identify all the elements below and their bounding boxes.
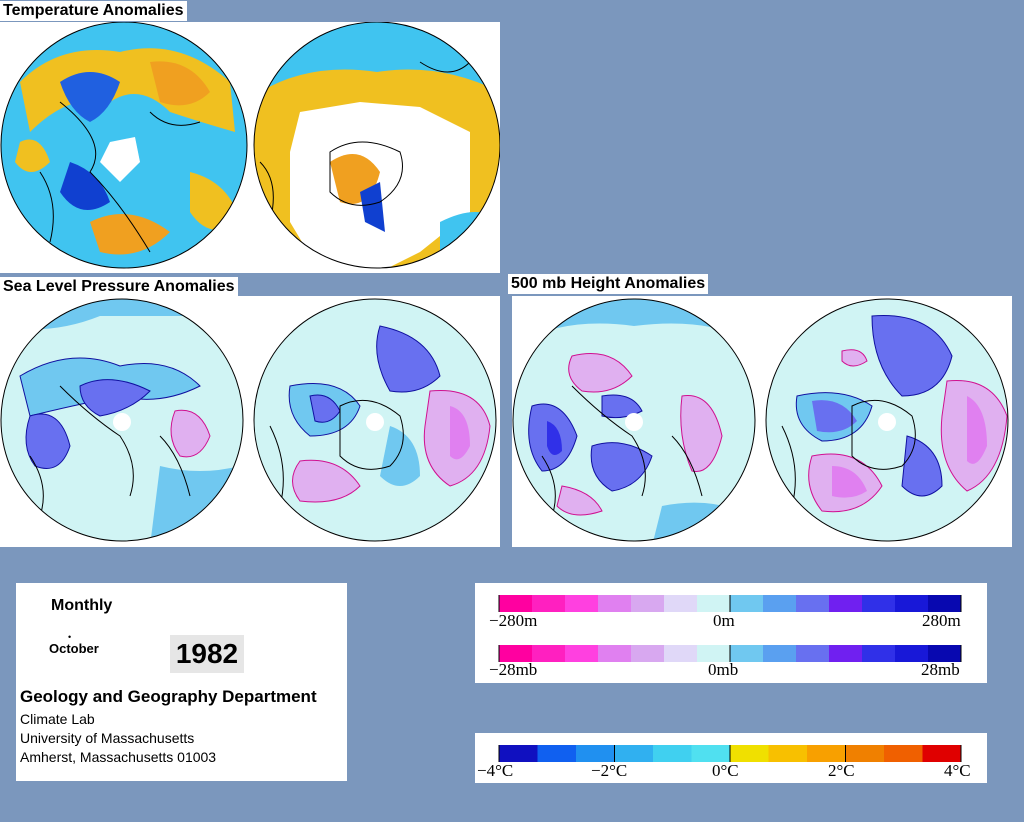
lab-label: Climate Lab	[20, 711, 95, 727]
scale-swatch	[565, 645, 599, 662]
scale-swatch	[499, 595, 533, 612]
height-globe-north	[513, 299, 755, 541]
temperature-color-scale-svg	[498, 745, 962, 762]
scale-swatch	[631, 595, 665, 612]
scale-swatch	[664, 595, 698, 612]
temperature-scale-plus-4: 4°C	[944, 761, 971, 780]
pressure-scale-mid: 0mb	[708, 660, 739, 679]
slp-globe-south	[254, 299, 496, 541]
anomaly-color-scales	[498, 595, 962, 662]
scale-swatch	[895, 595, 929, 612]
scale-swatch	[614, 745, 654, 762]
scale-swatch	[499, 745, 538, 762]
scale-swatch	[796, 595, 830, 612]
year-label: 1982	[170, 635, 244, 673]
sea-level-pressure-maps	[0, 298, 497, 542]
height-anomalies-title: 500 mb Height Anomalies	[508, 274, 709, 294]
month-marker: •	[68, 632, 72, 642]
temperature-color-scale	[498, 745, 962, 762]
temperature-scale-plus-2: 2°C	[828, 761, 855, 780]
temperature-legend: −4°C −2°C 0°C 2°C 4°C	[475, 733, 987, 783]
scale-swatch	[895, 645, 929, 662]
period-label: Monthly	[51, 597, 113, 614]
scale-swatch	[768, 745, 808, 762]
pressure-scale-max: 28mb	[921, 660, 960, 679]
temperature-scale-minus-4: −4°C	[477, 761, 514, 780]
temperature-scale-minus-2: −2°C	[591, 761, 628, 780]
temperature-panel	[0, 22, 500, 273]
scale-swatch	[884, 745, 923, 762]
scale-swatch	[730, 745, 769, 762]
height-color-scale	[498, 595, 962, 612]
scale-swatch	[565, 595, 599, 612]
scale-swatch	[763, 645, 797, 662]
scale-swatch	[576, 745, 615, 762]
pressure-color-scale	[498, 645, 962, 662]
height-anomalies-panel	[512, 296, 1012, 547]
scale-swatch	[598, 645, 632, 662]
scale-swatch	[763, 595, 797, 612]
height-scale-max: 280m	[922, 611, 961, 630]
scale-swatch	[697, 595, 731, 612]
height-scale-mid: 0m	[713, 611, 735, 630]
info-box: Monthly • October 1982 Geology and Geogr…	[16, 583, 347, 781]
scale-swatch	[928, 645, 962, 662]
scale-swatch	[829, 595, 863, 612]
scale-swatch	[796, 645, 830, 662]
university-label: University of Massachusetts	[20, 730, 195, 746]
scale-swatch	[922, 745, 962, 762]
scale-swatch	[631, 645, 665, 662]
pressure-scale-min: −28mb	[489, 660, 538, 679]
height-anomalies-maps	[512, 298, 1009, 542]
anomaly-legend: −280m 0m 280m −28mb 0mb 28mb	[475, 583, 987, 683]
height-scale-min: −280m	[489, 611, 538, 630]
height-globe-south	[766, 299, 1008, 541]
temperature-globe-south	[254, 22, 500, 268]
temperature-maps	[0, 22, 500, 269]
scale-swatch	[829, 645, 863, 662]
scale-swatch	[537, 745, 577, 762]
scale-swatch	[862, 595, 896, 612]
scale-swatch	[598, 595, 632, 612]
scale-swatch	[664, 645, 698, 662]
scale-swatch	[807, 745, 846, 762]
temperature-scale-zero: 0°C	[712, 761, 739, 780]
scale-swatch	[532, 595, 566, 612]
scale-swatch	[653, 745, 692, 762]
scale-swatch	[862, 645, 896, 662]
scale-swatch	[845, 745, 885, 762]
month-label: October	[49, 641, 99, 656]
scale-swatch	[928, 595, 962, 612]
sea-level-pressure-panel	[0, 296, 500, 547]
scale-swatch	[697, 645, 731, 662]
temperature-anomalies-title: Temperature Anomalies	[0, 1, 187, 21]
scale-swatch	[532, 645, 566, 662]
scale-swatch	[730, 595, 764, 612]
address-label: Amherst, Massachusetts 01003	[20, 749, 217, 765]
scale-swatch	[730, 645, 764, 662]
scale-swatch	[499, 645, 533, 662]
scale-swatch	[691, 745, 731, 762]
sea-level-pressure-title: Sea Level Pressure Anomalies	[0, 277, 238, 297]
department-label: Geology and Geography Department	[20, 687, 317, 706]
